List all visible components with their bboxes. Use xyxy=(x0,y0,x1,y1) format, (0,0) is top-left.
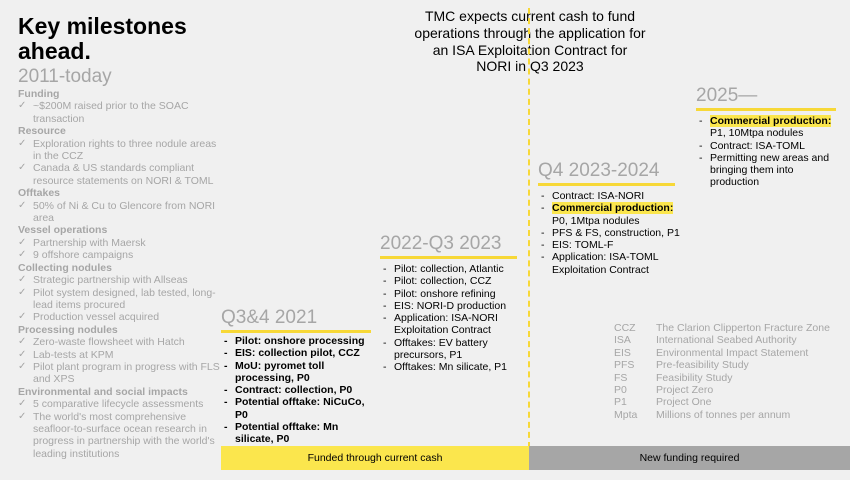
section-heading: Vessel operations xyxy=(18,224,108,237)
section-heading: Collecting nodules xyxy=(18,261,112,274)
legend-row: ISA International Seabed Authority xyxy=(614,334,830,346)
legend-desc: Millions of tonnes per annum xyxy=(656,408,791,421)
legend-row: P0 Project Zero xyxy=(614,384,830,396)
milestone-item: Contract: collection, P0 xyxy=(221,384,371,397)
legend-desc: Project Zero xyxy=(656,384,714,397)
milestone-item: Potential offtake: NiCuCo, P0 xyxy=(221,396,371,421)
check-item: Strategic partnership with Allseas xyxy=(18,274,223,287)
check-item: Partnership with Maersk xyxy=(18,237,223,250)
milestone-item: Pilot: collection, Atlantic xyxy=(380,263,520,276)
legend-abbr: Mpta xyxy=(614,408,638,421)
milestone-list: Contract: ISA-NORI Commercial production… xyxy=(538,190,688,276)
milestone-item: EIS: NORI-D production xyxy=(380,300,520,313)
check-item: The world's most comprehensive seafloor-… xyxy=(18,411,223,461)
page-title: Key milestones ahead. xyxy=(18,13,187,64)
check-item: 5 comparative lifecycle assessments xyxy=(18,398,223,411)
milestone-list: Commercial production:P1, 10Mtpa nodules… xyxy=(696,115,841,189)
legend-abbr: P0 xyxy=(614,384,627,397)
milestone-item: Pilot: onshore refining xyxy=(380,288,520,301)
check-item: Production vessel acquired xyxy=(18,311,223,324)
legend-row: PFS Pre-feasibility Study xyxy=(614,359,830,371)
legend-desc: International Seabed Authority xyxy=(656,334,797,347)
abbreviation-legend: CCZ The Clarion Clipperton Fracture Zone … xyxy=(614,322,830,421)
legend-desc: Pre-feasibility Study xyxy=(656,359,749,372)
milestone-item: Permitting new areas and bringing them i… xyxy=(696,152,841,189)
new-funding-bar: New funding required xyxy=(529,446,850,470)
check-item: 9 offshore campaigns xyxy=(18,249,223,262)
era-heading: 2011-today xyxy=(18,66,112,87)
legend-desc: Project One xyxy=(656,396,712,409)
milestone-2025: 2025— Commercial production:P1, 10Mtpa n… xyxy=(696,85,841,189)
legend-row: Mpta Millions of tonnes per annum xyxy=(614,409,830,421)
milestone-item: Application: ISA-TOML Exploitation Contr… xyxy=(538,251,688,276)
milestone-item: Pilot: onshore processing xyxy=(221,335,371,348)
check-item: Pilot plant program in progress with FLS… xyxy=(18,361,223,386)
milestone-item: MoU: pyromet toll processing, P0 xyxy=(221,360,371,385)
timeline-divider xyxy=(528,8,530,448)
milestone-q4-2023: Q4 2023-2024 Contract: ISA-NORI Commerci… xyxy=(538,160,688,276)
history-column: 2011-today Funding ~$200M raised prior t… xyxy=(18,66,223,460)
legend-row: EIS Environmental Impact Statement xyxy=(614,347,830,359)
milestone-heading: Q4 2023-2024 xyxy=(538,160,675,186)
legend-desc: The Clarion Clipperton Fracture Zone xyxy=(656,322,830,334)
cash-runway-note: TMC expects current cash to fund operati… xyxy=(414,8,646,75)
section-heading: Processing nodules xyxy=(18,323,118,336)
check-item: Exploration rights to three nodule areas… xyxy=(18,138,223,163)
check-item: Lab-tests at KPM xyxy=(18,349,223,362)
milestone-item: Pilot: collection, CCZ xyxy=(380,275,520,288)
legend-abbr: FS xyxy=(614,371,628,384)
milestone-item: PFS & FS, construction, P1 xyxy=(538,227,688,240)
check-item: Canada & US standards compliant resource… xyxy=(18,162,223,187)
legend-row: P1 Project One xyxy=(614,396,830,408)
history-list: Funding ~$200M raised prior to the SOAC … xyxy=(18,88,223,460)
milestone-item: Offtakes: EV battery precursors, P1 xyxy=(380,337,520,362)
milestone-item: EIS: collection pilot, CCZ xyxy=(221,347,371,360)
legend-abbr: ISA xyxy=(614,334,631,347)
highlight-label: Commercial production: xyxy=(710,115,832,127)
check-item: Zero-waste flowsheet with Hatch xyxy=(18,336,223,349)
milestone-heading: 2025— xyxy=(696,85,836,111)
section-heading: Resource xyxy=(18,125,66,138)
milestone-item-highlight: Commercial production:P1, 10Mtpa nodules xyxy=(696,115,841,140)
milestone-item: Offtakes: Mn silicate, P1 xyxy=(380,361,520,374)
legend-row: FS Feasibility Study xyxy=(614,372,830,384)
milestone-item: Potential offtake: Mn silicate, P0 xyxy=(221,421,371,446)
milestone-list: Pilot: onshore processing EIS: collectio… xyxy=(221,335,371,446)
milestone-heading: 2022-Q3 2023 xyxy=(380,233,517,259)
milestone-item-highlight: Commercial production:P0, 1Mtpa nodules xyxy=(538,202,688,227)
highlight-detail: P0, 1Mtpa nodules xyxy=(552,214,640,227)
legend-desc: Environmental Impact Statement xyxy=(656,346,809,359)
check-item: Pilot system designed, lab tested, long-… xyxy=(18,287,223,312)
legend-row: CCZ The Clarion Clipperton Fracture Zone xyxy=(614,322,830,334)
legend-abbr: CCZ xyxy=(614,322,636,334)
section-heading: Environmental and social impacts xyxy=(18,385,188,398)
legend-desc: Feasibility Study xyxy=(656,371,733,384)
milestone-heading: Q3&4 2021 xyxy=(221,307,371,333)
highlight-detail: P1, 10Mtpa nodules xyxy=(710,127,804,140)
section-heading: Funding xyxy=(18,88,60,100)
check-item: 50% of Ni & Cu to Glencore from NORI are… xyxy=(18,200,223,225)
milestone-q3-2021: Q3&4 2021 Pilot: onshore processing EIS:… xyxy=(221,307,371,446)
milestone-2022: 2022-Q3 2023 Pilot: collection, Atlantic… xyxy=(380,233,520,374)
highlight-label: Commercial production: xyxy=(552,202,674,215)
milestone-item: Application: ISA-NORI Exploitation Contr… xyxy=(380,312,520,337)
milestone-list: Pilot: collection, Atlantic Pilot: colle… xyxy=(380,263,520,374)
funded-bar: Funded through current cash xyxy=(221,446,529,470)
section-heading: Offtakes xyxy=(18,187,61,200)
legend-abbr: PFS xyxy=(614,359,635,372)
legend-abbr: P1 xyxy=(614,396,627,409)
milestone-item: EIS: TOML-F xyxy=(538,239,688,252)
check-item: ~$200M raised prior to the SOAC transact… xyxy=(18,100,223,125)
milestone-item: Contract: ISA-TOML xyxy=(696,140,841,153)
legend-abbr: EIS xyxy=(614,346,631,359)
milestone-item: Contract: ISA-NORI xyxy=(538,190,688,203)
